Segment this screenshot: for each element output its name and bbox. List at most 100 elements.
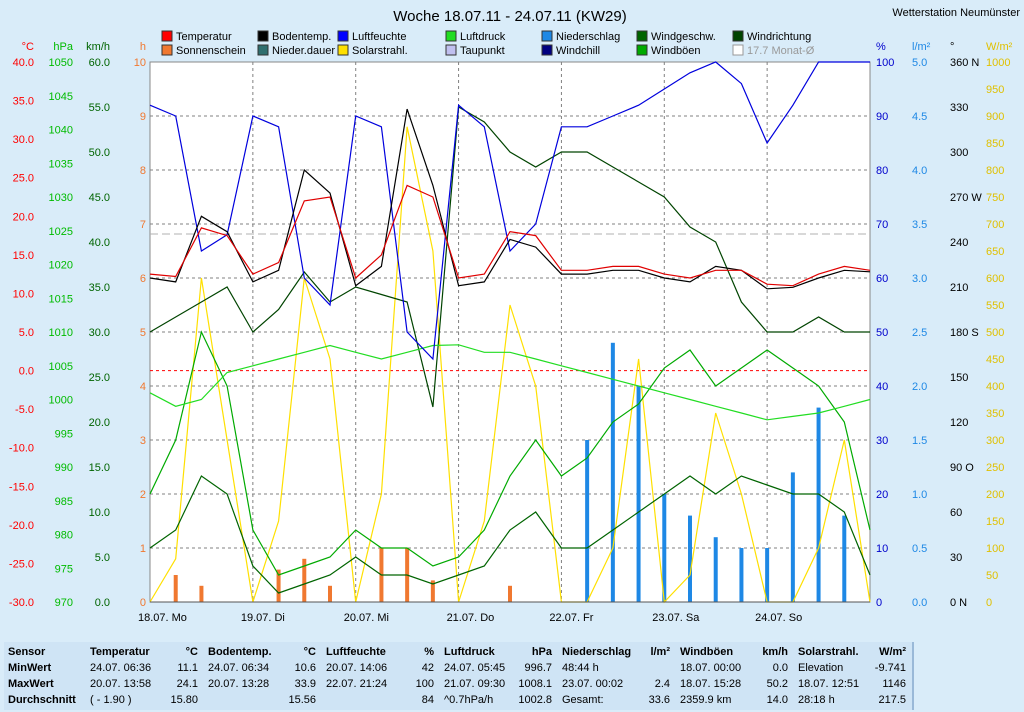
- pressure-axis-tick: 985: [55, 496, 73, 508]
- day-label: 20.07. Mi: [344, 612, 389, 624]
- direction-axis-tick: 150: [950, 372, 968, 384]
- direction-axis-tick: 210: [950, 282, 968, 294]
- bar-sonnenschein: [276, 569, 281, 602]
- stats-head: Bodentemp. °C: [204, 644, 322, 660]
- stats-row-name: MaxWert: [4, 676, 86, 692]
- stats-max-time: 20.07. 13:28: [208, 678, 270, 690]
- stats-avg: 84: [322, 692, 440, 708]
- stats-row-name: Durchschnitt: [4, 692, 86, 708]
- stats-max-time: 23.07. 00:02: [562, 678, 624, 690]
- legend-label: Temperatur: [176, 31, 232, 43]
- wind-axis-tick: 30.0: [89, 327, 110, 339]
- day-label: 22.07. Fr: [549, 612, 593, 624]
- stats-col-luftdruck: Luftdruck hPa 24.07. 05:45 996.7 21.07. 09:3…: [440, 642, 560, 710]
- stats-min-value: 0.0: [772, 662, 788, 674]
- direction-axis-unit: °: [950, 41, 954, 53]
- stats-avg-value: 84: [421, 694, 434, 706]
- bar-niederschlag: [739, 548, 744, 602]
- stats-row-text: Durchschnitt: [8, 694, 76, 706]
- hours-axis-tick: 10: [134, 57, 146, 69]
- stats-row-text: Sensor: [8, 646, 46, 658]
- wind-axis-tick: 50.0: [89, 147, 110, 159]
- hours-axis-unit: h: [140, 41, 146, 53]
- stats-max-time: 20.07. 13:58: [90, 678, 152, 690]
- legend-swatch: [445, 44, 457, 56]
- solar-axis-unit: W/m²: [986, 41, 1013, 53]
- pressure-axis-tick: 1025: [49, 226, 73, 238]
- stats-avg-label: ^0.7hPa/h: [444, 694, 494, 706]
- pressure-axis-unit: hPa: [53, 41, 73, 53]
- stats-max-time: 18.07. 15:28: [680, 678, 742, 690]
- stats-max-value: 24.1: [176, 678, 198, 690]
- stats-min-time: Elevation: [798, 662, 844, 674]
- solar-axis-tick: 450: [986, 354, 1004, 366]
- humidity-axis-unit: %: [876, 41, 886, 53]
- temp-axis-tick: 0.0: [19, 366, 34, 378]
- day-label: 19.07. Di: [241, 612, 285, 624]
- pressure-axis-tick: 1005: [49, 361, 73, 373]
- stats-min-value: 42: [421, 662, 434, 674]
- pressure-axis-tick: 980: [55, 530, 73, 542]
- stats-max: 23.07. 00:02 2.4: [558, 676, 676, 692]
- legend-swatch: [337, 30, 349, 42]
- direction-axis-tick: 30: [950, 552, 962, 564]
- stats-head-name: Niederschlag: [562, 646, 632, 658]
- series-line-luftfeuchte: [149, 61, 870, 361]
- stats-row-names: Sensor MinWert MaxWert Durchschnitt: [4, 642, 88, 710]
- humidity-axis-tick: 90: [876, 111, 888, 123]
- stats-max: 18.07. 12:51 1146: [794, 676, 912, 692]
- solar-axis-tick: 200: [986, 489, 1004, 501]
- stats-min: 24.07. 06:36 11.1: [86, 660, 204, 676]
- stats-head: Windböen km/h: [676, 644, 794, 660]
- wind-axis-tick: 55.0: [89, 102, 110, 114]
- humidity-axis-tick: 70: [876, 219, 888, 231]
- series-line-bodentemp: [149, 108, 871, 290]
- pressure-axis-tick: 1020: [49, 260, 73, 272]
- temp-axis-tick: -30.0: [9, 597, 34, 609]
- stats-max-value: 1008.1: [518, 678, 552, 690]
- stats-min-time: 24.07. 05:45: [444, 662, 506, 674]
- stats-min-value: 996.7: [524, 662, 552, 674]
- stats-max-value: 100: [415, 678, 434, 690]
- solar-axis-tick: 50: [986, 570, 998, 582]
- statistics-table: Sensor MinWert MaxWert Durchschnitt Temperat…: [0, 640, 1024, 712]
- stats-avg-label: 28:18 h: [798, 694, 835, 706]
- direction-axis-tick: 0 N: [950, 597, 967, 609]
- series-line-solarstrahl: [149, 126, 871, 604]
- humidity-axis-tick: 0: [876, 597, 882, 609]
- legend-label: Bodentemp.: [272, 31, 331, 43]
- rain-axis-tick: 2.0: [912, 381, 927, 393]
- stats-max: 22.07. 21:24 100: [322, 676, 440, 692]
- wind-axis-unit: km/h: [86, 41, 110, 53]
- temp-axis-tick: 40.0: [13, 57, 34, 69]
- stats-avg: ( - 1.90 ) 15.80: [86, 692, 204, 708]
- stats-col-windben: Windböen km/h 18.07. 00:00 0.0 18.07. 15:28 5…: [676, 642, 796, 710]
- humidity-axis-tick: 10: [876, 543, 888, 555]
- series-line-windrichtung: [149, 106, 870, 408]
- stats-row-text: MinWert: [8, 662, 52, 674]
- solar-axis-tick: 300: [986, 435, 1004, 447]
- stats-min-value: 11.1: [177, 662, 198, 674]
- solar-axis-tick: 100: [986, 543, 1004, 555]
- wind-axis-tick: 60.0: [89, 57, 110, 69]
- legend-label: Niederschlag: [556, 31, 620, 43]
- series-line-temperatur: [149, 184, 871, 287]
- legend-swatch: [541, 44, 553, 56]
- stats-min-value: -9.741: [874, 662, 906, 674]
- temp-axis-tick: -10.0: [9, 443, 34, 455]
- hours-axis-tick: 0: [140, 597, 146, 609]
- pressure-axis-tick: 1000: [49, 395, 73, 407]
- rain-axis-tick: 5.0: [912, 57, 927, 69]
- bar-sonnenschein: [508, 585, 512, 602]
- legend-label: Windböen: [651, 45, 701, 57]
- pressure-axis-tick: 1010: [49, 327, 73, 339]
- pressure-axis-tick: 1045: [49, 91, 73, 103]
- stats-col-luftfeuchte: Luftfeuchte% 20.07. 14:06 42 22.07. 21:24 10…: [322, 642, 442, 710]
- solar-axis-tick: 650: [986, 246, 1004, 258]
- rain-axis-tick: 0.5: [912, 543, 927, 555]
- legend-label: Luftfeuchte: [352, 31, 406, 43]
- legend-swatch: [445, 30, 457, 42]
- stats-avg-value: 14.0: [766, 694, 788, 706]
- hours-axis-tick: 6: [140, 273, 146, 285]
